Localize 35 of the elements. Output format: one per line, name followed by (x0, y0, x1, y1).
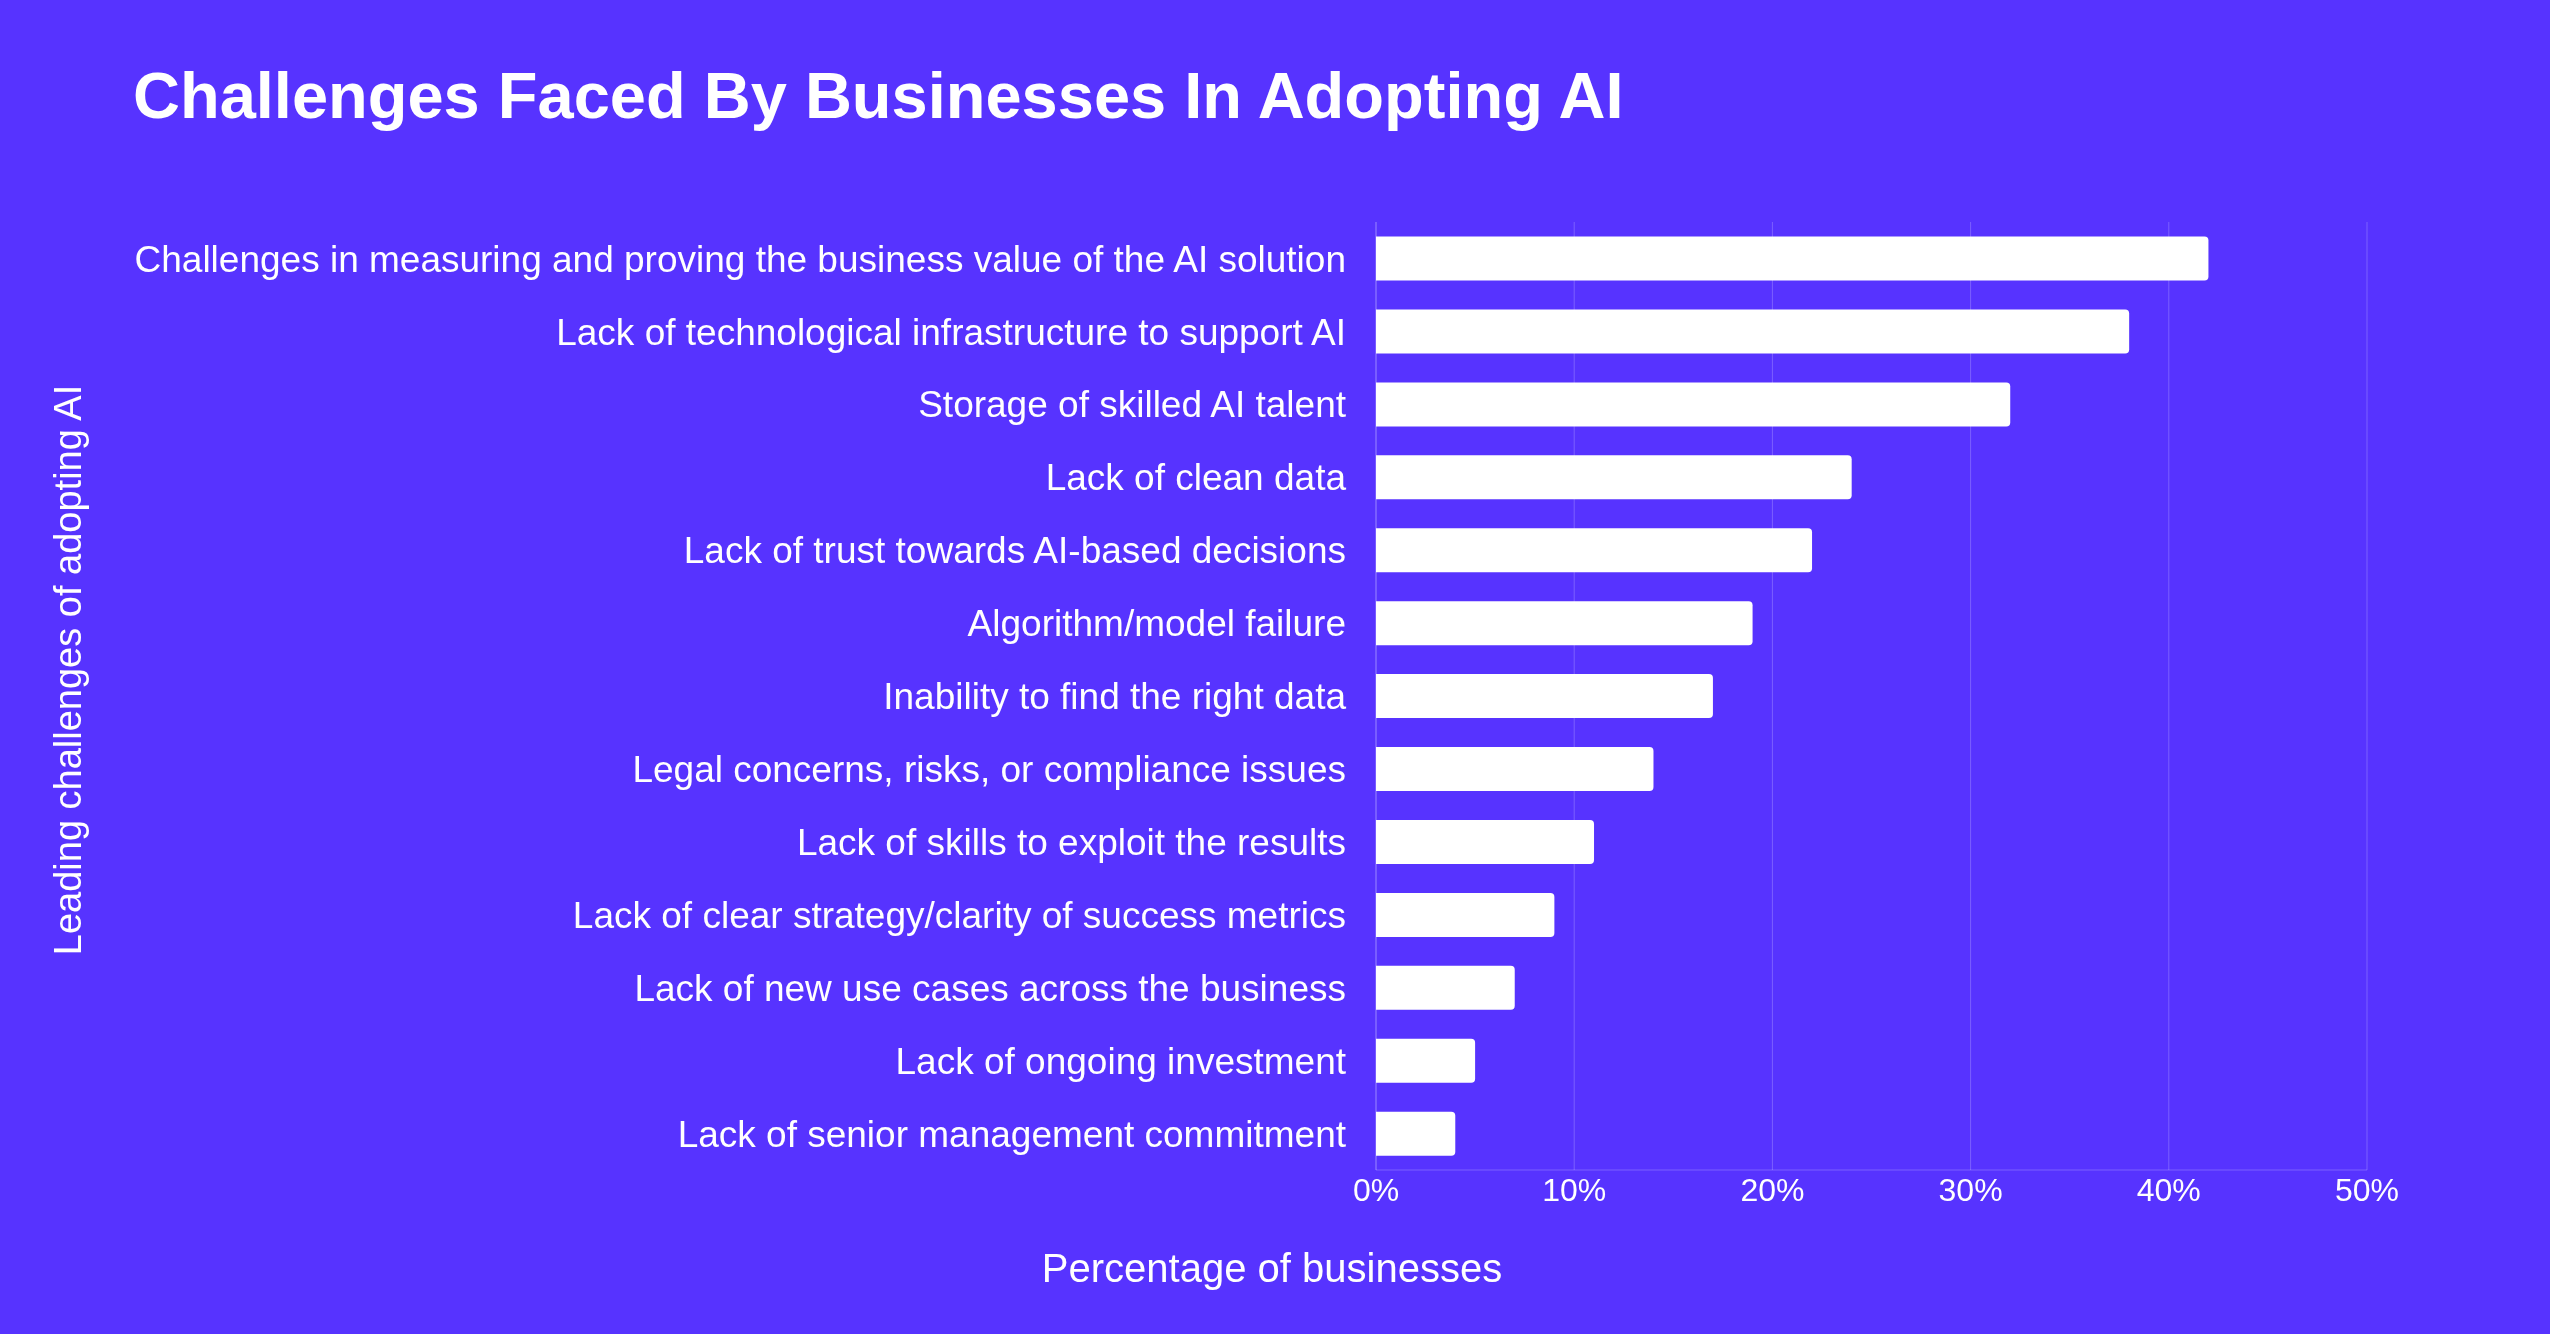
x-tick-label: 10% (1542, 1171, 1607, 1208)
bar (1376, 601, 1753, 646)
bar (1376, 382, 2011, 427)
y-tick-label: Lack of skills to exploit the results (796, 821, 1346, 863)
chart-title: Challenges Faced By Businesses In Adopting AI (133, 58, 1624, 133)
bar (1376, 674, 1713, 719)
x-tick-label: 30% (1938, 1171, 2003, 1208)
bar (1376, 819, 1595, 864)
x-axis-title: Percentage of businesses (1041, 1245, 1503, 1291)
y-tick-label: Lack of ongoing investment (895, 1040, 1347, 1082)
y-tick-label: Lack of trust towards AI-based decisions (683, 530, 1346, 572)
y-tick-label: Lack of technological infrastructure to support AI (556, 311, 1346, 353)
bar (1376, 1038, 1476, 1083)
y-tick-label: Lack of senior management commitment (677, 1113, 1347, 1155)
y-tick-label: Inability to find the right data (883, 676, 1347, 718)
bar (1376, 309, 2130, 354)
y-tick-label: Lack of clear strategy/clarity of success metrics (572, 894, 1346, 936)
x-tick-label: 40% (2136, 1171, 2201, 1208)
y-tick-label: Lack of new use cases across the business (634, 967, 1346, 1009)
x-tick-label: 20% (1740, 1171, 1805, 1208)
y-tick-label: Lack of clean data (1045, 457, 1347, 499)
y-axis-title: Leading challenges of adopting AI (46, 384, 90, 956)
y-tick-label: Algorithm/model failure (967, 603, 1346, 645)
y-tick-label: Storage of skilled AI talent (918, 384, 1347, 426)
y-tick-label: Legal concerns, risks, or compliance issues (632, 749, 1346, 791)
bar (1376, 236, 2209, 281)
x-tick-label: 0% (1352, 1171, 1400, 1208)
x-tick-label: 50% (2334, 1171, 2400, 1208)
bar (1376, 528, 1813, 573)
bar (1376, 892, 1555, 937)
bar (1376, 747, 1654, 792)
bar (1376, 965, 1515, 1010)
bar (1376, 1111, 1456, 1156)
y-tick-label: Challenges in measuring and proving the business value of the AI solution (134, 238, 1346, 280)
bar (1376, 455, 1852, 500)
